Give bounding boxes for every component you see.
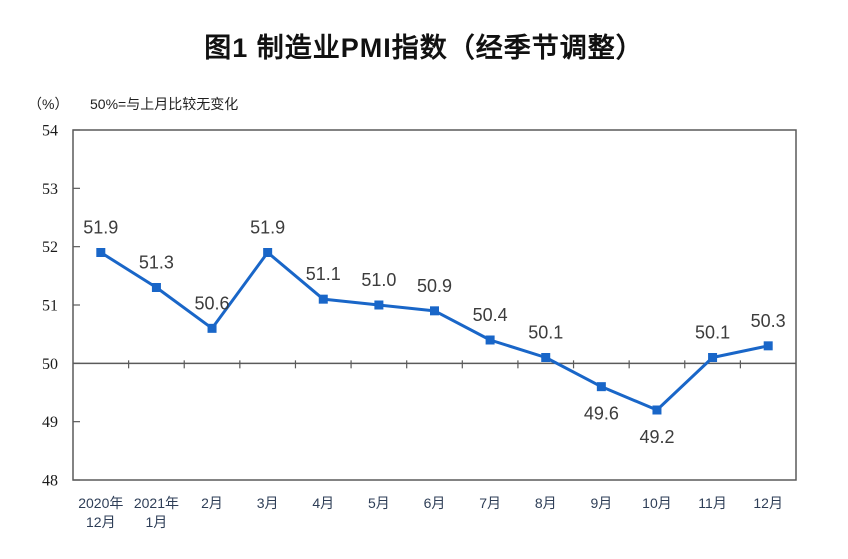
y-axis-tick-label: 53 <box>42 181 58 198</box>
data-point-label: 51.9 <box>250 218 285 238</box>
x-axis-label: 5月 <box>368 495 390 511</box>
y-axis-tick-label: 51 <box>42 298 58 315</box>
reference-line-note: 50%=与上月比较无变化 <box>90 96 239 112</box>
data-point-label: 50.4 <box>473 305 508 325</box>
x-axis-label: 10月 <box>642 495 672 511</box>
y-axis-tick-label: 49 <box>42 414 58 431</box>
data-point-marker <box>96 248 106 257</box>
x-axis-label: 4月 <box>312 495 334 511</box>
data-point-marker <box>207 323 217 333</box>
y-axis-tick-label: 48 <box>42 473 58 490</box>
x-axis-label: 12月 <box>753 495 783 511</box>
x-axis-label: 8月 <box>535 495 557 511</box>
y-axis-tick-label: 52 <box>42 239 58 256</box>
data-point-label: 49.2 <box>639 427 674 447</box>
data-point-label: 50.3 <box>751 311 786 331</box>
y-axis-unit-label: （%） <box>28 96 69 112</box>
data-point-marker <box>318 294 328 304</box>
y-axis-tick-label: 50 <box>42 356 58 373</box>
data-point-label: 51.1 <box>306 264 341 284</box>
data-point-label: 51.0 <box>361 270 396 290</box>
data-point-label: 50.6 <box>195 293 230 313</box>
data-point-label: 50.1 <box>528 323 563 343</box>
data-point-marker <box>763 341 773 351</box>
x-axis-label: 2021年 <box>134 495 179 511</box>
data-point-marker <box>596 382 606 392</box>
data-point-marker <box>430 306 439 316</box>
data-point-marker <box>485 335 495 345</box>
data-point-label: 50.9 <box>417 276 452 296</box>
data-point-marker <box>374 300 384 310</box>
x-axis-label: 2月 <box>201 495 223 511</box>
x-axis-label: 1月 <box>146 514 168 530</box>
data-point-marker <box>541 353 551 362</box>
data-point-label: 51.3 <box>139 253 174 273</box>
x-axis-label: 2020年 <box>78 495 123 511</box>
data-point-label: 51.9 <box>83 218 118 238</box>
x-axis-label: 3月 <box>257 495 279 511</box>
x-axis-label: 12月 <box>86 514 116 530</box>
x-axis-label: 7月 <box>479 495 501 511</box>
x-axis-label: 9月 <box>590 495 612 511</box>
data-point-label: 50.1 <box>695 323 730 343</box>
data-point-marker <box>652 405 662 415</box>
data-point-marker <box>151 283 161 292</box>
data-point-marker <box>708 353 718 362</box>
chart-title: 图1 制造业PMI指数（经季节调整） <box>204 33 644 63</box>
x-axis-label: 11月 <box>698 495 727 511</box>
x-axis-label: 6月 <box>424 495 446 511</box>
data-point-marker <box>263 248 273 257</box>
data-point-label: 49.6 <box>584 404 619 424</box>
y-axis-tick-label: 54 <box>42 123 58 140</box>
